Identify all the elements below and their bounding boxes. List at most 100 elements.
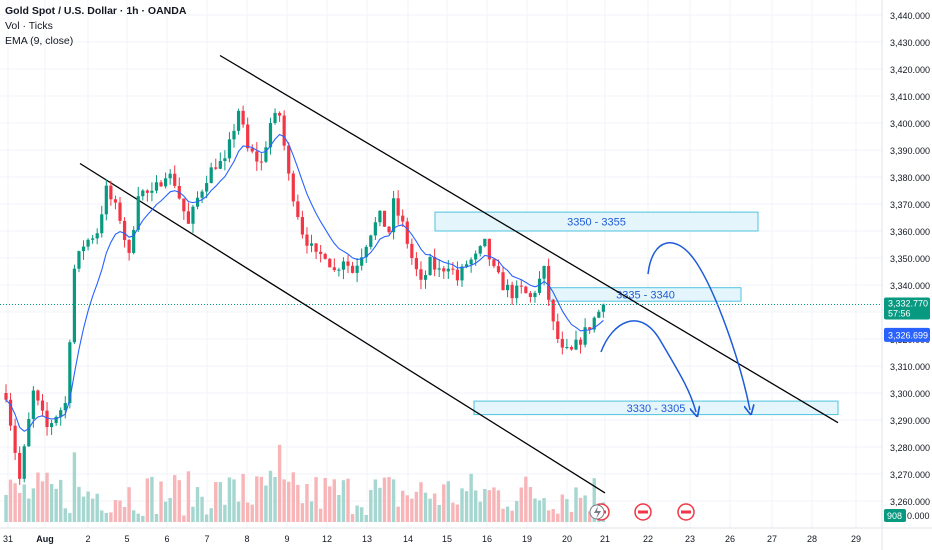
candle-body	[45, 410, 49, 428]
ema-indicator-label[interactable]: EMA (9, close)	[5, 35, 74, 47]
volume-bar	[492, 487, 496, 522]
candle-body	[355, 265, 359, 273]
candle-body	[405, 221, 409, 244]
candle-body	[369, 235, 373, 247]
candle-body	[414, 258, 418, 270]
candle-body	[27, 418, 31, 447]
volume-bar	[309, 501, 314, 522]
candle-body	[91, 238, 95, 240]
volume-bar	[200, 496, 204, 522]
candle-body	[442, 268, 446, 272]
volume-bar	[118, 500, 122, 522]
candle-body	[373, 222, 377, 236]
price-tick-label: 3,360.000	[890, 227, 930, 237]
volume-bar	[17, 493, 22, 522]
volume-bar	[241, 474, 245, 522]
countdown-label: 57:56	[888, 309, 911, 319]
economic-event-icon-bar	[681, 510, 691, 514]
time-tick-label: 28	[807, 534, 817, 544]
volume-bar	[473, 490, 478, 522]
volume-bar	[396, 506, 400, 522]
candle-body	[291, 173, 295, 202]
volume-indicator-label[interactable]: Vol · Ticks	[5, 20, 53, 32]
time-axis[interactable]: 31 Aug 2 5 6 7 8 9 12 13 14 15 16 19 20 21 22 23 26 27 28 29	[0, 527, 932, 544]
volume-bar	[565, 499, 569, 522]
symbol-title[interactable]: Gold Spot / U.S. Dollar · 1h · OANDA	[5, 5, 187, 17]
volume-bar	[68, 513, 72, 522]
price-tick-label: 3,440.000	[890, 11, 930, 21]
volume-bar	[337, 494, 341, 522]
candle-body	[50, 423, 54, 428]
candle-body	[191, 206, 195, 224]
candle-body	[282, 115, 286, 146]
candle-layer	[4, 105, 605, 485]
volume-bar	[209, 508, 213, 522]
price-tick-label: 3,430.000	[890, 38, 930, 48]
chart-legend: Gold Spot / U.S. Dollar · 1h · OANDA Vol…	[5, 4, 186, 49]
volume-bar	[122, 506, 127, 522]
candle-body	[109, 185, 113, 200]
time-tick-label: 19	[522, 534, 532, 544]
candle-body	[273, 112, 277, 124]
economic-event-icon-bar	[638, 510, 648, 514]
volume-bar	[542, 498, 546, 522]
volume-bar	[154, 514, 159, 522]
candle-body	[164, 178, 168, 187]
volume-bar	[273, 476, 277, 522]
candle-body	[22, 446, 26, 479]
volume-bar	[405, 495, 409, 522]
candle-body	[182, 198, 186, 212]
volume-bar	[419, 482, 423, 522]
volume-bar	[100, 510, 104, 522]
price-tick-label: 3,420.000	[890, 65, 930, 75]
volume-bar	[291, 472, 295, 522]
candle-body	[547, 266, 551, 300]
candle-body	[455, 269, 460, 281]
volume-bar	[214, 482, 218, 522]
candle-body	[195, 197, 200, 207]
candle-body	[223, 158, 227, 161]
candle-body	[578, 339, 583, 345]
candle-body	[132, 229, 136, 253]
candle-body	[145, 190, 149, 193]
candle-body	[300, 217, 304, 235]
volume-bar	[305, 483, 309, 522]
price-tick-label: 3,270.000	[890, 470, 930, 480]
time-tick-label: 14	[403, 534, 413, 544]
volume-bar	[469, 473, 473, 522]
price-tick-label: 3,380.000	[890, 173, 930, 183]
time-tick-label: 23	[685, 534, 695, 544]
volume-bar	[359, 507, 364, 522]
volume-bar	[54, 488, 58, 522]
volume-bar	[464, 491, 469, 522]
volume-bar	[182, 515, 186, 522]
candle-body	[255, 151, 259, 162]
candle-body	[533, 292, 537, 297]
volume-bar	[282, 479, 286, 522]
volume-bar	[391, 479, 396, 522]
volume-bars	[4, 444, 606, 522]
volume-bar	[264, 485, 268, 522]
price-axis[interactable]: 3,440.000 3,430.000 3,420.000 3,410.000 3,40…	[881, 0, 930, 550]
candle-body	[401, 215, 405, 222]
candle-body	[464, 264, 469, 267]
volume-bar	[346, 478, 350, 522]
volume-bar	[277, 444, 282, 522]
candle-body	[474, 253, 478, 260]
volume-bar	[136, 513, 140, 522]
time-tick-label: 12	[322, 534, 332, 544]
volume-bar	[22, 484, 26, 522]
price-tick-label: 3,310.000	[890, 362, 930, 372]
volume-bar	[501, 508, 505, 522]
volume-bar	[314, 477, 318, 522]
candle-body	[537, 278, 542, 293]
candle-body	[428, 256, 432, 276]
volume-bar	[533, 498, 537, 522]
candle-body	[296, 201, 300, 218]
candle-body	[574, 339, 578, 350]
zone-label: 3350 - 3355	[567, 217, 626, 229]
volume-bar	[173, 475, 177, 522]
candle-body	[323, 253, 327, 259]
volume-bar	[232, 479, 236, 522]
